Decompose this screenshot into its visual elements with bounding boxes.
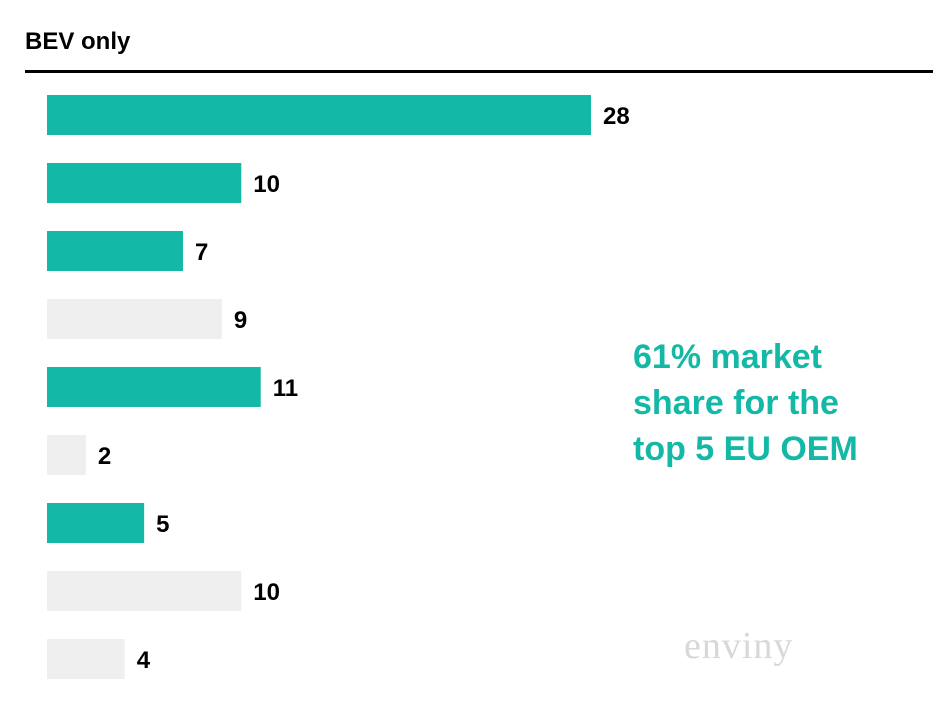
annotation-line: share for the [633, 384, 839, 422]
data-label: 10 [253, 171, 280, 198]
data-label: 7 [195, 239, 208, 266]
data-label: 4 [137, 647, 151, 674]
data-label: 11 [273, 375, 298, 402]
data-label: 10 [253, 579, 280, 606]
enviny-logo: enviny [684, 625, 794, 667]
bar [47, 231, 183, 271]
annotation-line: 61% market [633, 338, 823, 376]
data-label: 2 [98, 443, 111, 470]
bar [47, 367, 261, 407]
data-label: 9 [234, 307, 247, 334]
data-label: 28 [603, 103, 630, 130]
title-rule [25, 70, 933, 73]
bar [47, 503, 145, 543]
bar [47, 163, 242, 203]
bar [47, 95, 591, 135]
bar [47, 639, 125, 679]
bar [47, 571, 242, 611]
data-label: 5 [156, 511, 169, 538]
annotation: 61% market share for the top 5 EU OEM [633, 334, 858, 472]
annotation-line: top 5 EU OEM [633, 430, 858, 468]
chart-title: BEV only [25, 28, 131, 55]
bar [47, 435, 86, 475]
bar [47, 299, 222, 339]
